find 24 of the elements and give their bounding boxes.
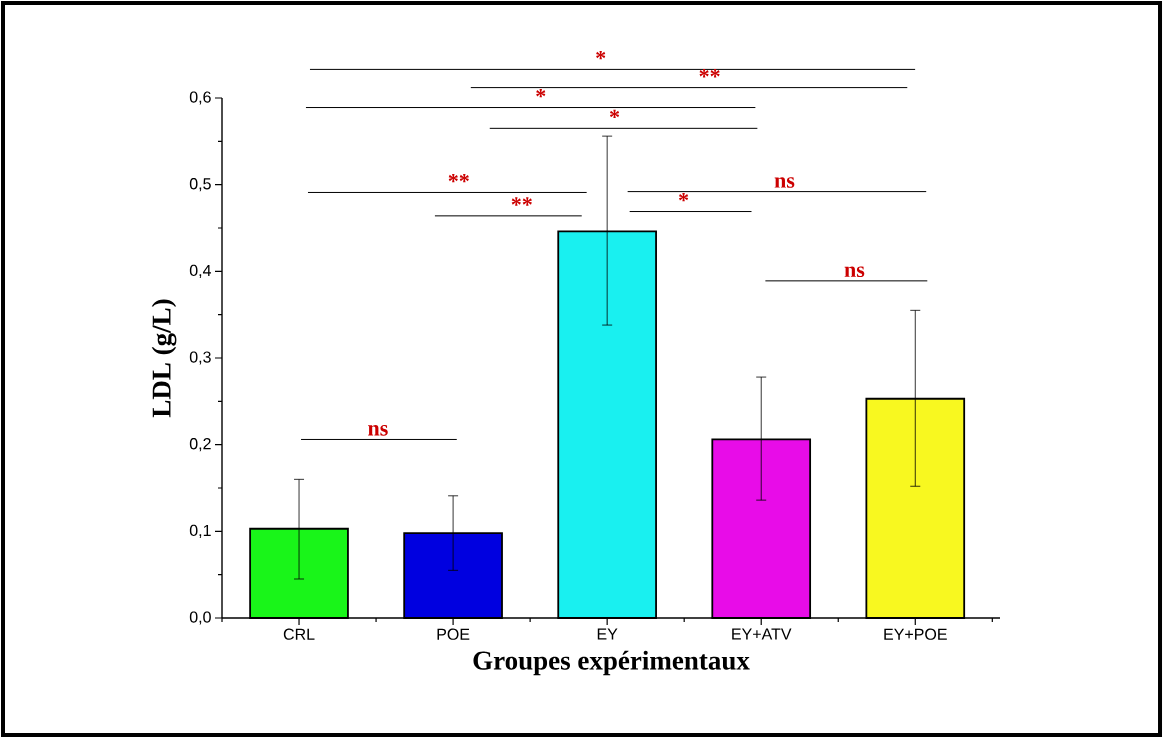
x-axis-title: Groupes expérimentaux — [473, 650, 750, 676]
x-tick-label: EY+POE — [884, 628, 947, 640]
annotation: * — [678, 193, 689, 202]
annotation: ** — [511, 197, 532, 206]
x-tick-label: POE — [437, 628, 470, 640]
text: * — [536, 89, 546, 98]
x-tick-label: CRL — [283, 628, 315, 640]
annotation: ns — [774, 177, 795, 188]
text: * — [596, 50, 606, 60]
y-tick-label: 0,6 — [189, 91, 211, 105]
y-tick-label: 0,5 — [189, 178, 211, 192]
annotation: ns — [844, 266, 865, 278]
x-tick-label: EY — [597, 628, 618, 640]
annotation: * — [609, 109, 620, 119]
annotation: ** — [448, 173, 469, 183]
y-tick-label: 0,2 — [189, 438, 211, 452]
x-tick-label: EY+ATV — [732, 628, 792, 640]
y-tick-label: 0,4 — [189, 264, 212, 278]
y-tick-label: 0,1 — [189, 524, 211, 538]
y-tick-label: 0,3 — [189, 351, 211, 365]
annotation: ns — [368, 425, 388, 436]
y-tick-label: 0,0 — [189, 611, 211, 625]
text: ** — [699, 69, 720, 78]
y-axis-title: LDL (g/L) — [151, 299, 177, 418]
